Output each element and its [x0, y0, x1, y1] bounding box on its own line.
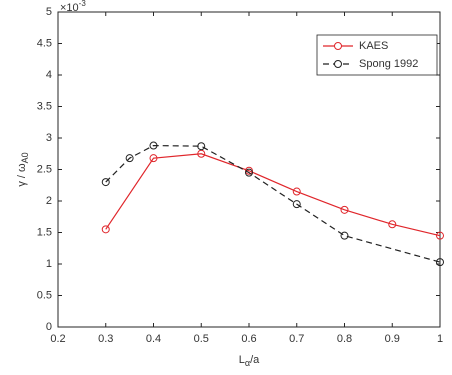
marker: [388, 220, 397, 229]
marker: [197, 149, 206, 158]
marker: [292, 187, 301, 196]
x-tick-label: 0.5: [194, 333, 209, 345]
legend-label: Spong 1992: [359, 58, 418, 70]
y-multiplier-exponent: -3: [79, 0, 87, 8]
x-tick-label: 0.6: [241, 333, 256, 345]
y-label-sub: A0: [20, 152, 30, 163]
marker: [245, 168, 253, 177]
marker: [292, 200, 301, 209]
legend-box: [316, 34, 438, 76]
y-tick-label: 0.5: [37, 289, 52, 301]
series-line: [105, 144, 441, 263]
marker: [101, 225, 110, 234]
legend-label: KAES: [359, 40, 388, 52]
x-tick-label: 0.7: [289, 333, 304, 345]
marker: [197, 142, 206, 151]
x-tick-label: 1: [437, 333, 443, 345]
x-tick-label: 0.9: [385, 333, 400, 345]
legend-marker: [334, 42, 342, 50]
y-tick-label: 4.5: [37, 37, 52, 49]
x-tick-label: 0.8: [337, 333, 352, 345]
x-label-rest: /a: [250, 354, 260, 366]
x-tick-label: 0.3: [98, 333, 113, 345]
x-label-sub: α: [245, 358, 250, 368]
y-tick-label: 3: [46, 132, 52, 144]
x-axis-label: Lα/a: [239, 354, 260, 368]
marker: [436, 258, 444, 267]
marker: [101, 178, 110, 187]
x-label-main: L: [239, 354, 245, 366]
y-tick-label: 2: [46, 195, 52, 207]
marker: [149, 141, 158, 150]
y-multiplier-base: ×10: [60, 2, 79, 14]
y-tick-label: 1: [46, 258, 52, 270]
marker: [340, 205, 349, 214]
y-multiplier: ×10-3: [60, 0, 86, 14]
marker: [149, 154, 158, 163]
y-tick-label: 5: [46, 6, 52, 18]
marker: [125, 154, 134, 163]
y-tick-label: 3.5: [37, 100, 52, 112]
x-tick-label: 0.2: [50, 333, 65, 345]
marker: [436, 231, 444, 240]
series-line: [105, 153, 441, 237]
x-tick-label: 0.4: [146, 333, 161, 345]
y-tick-label: 4: [46, 69, 52, 81]
y-tick-label: 0: [46, 321, 52, 333]
legend-marker: [334, 60, 342, 68]
marker: [340, 231, 349, 240]
y-label-main: γ / ω: [16, 163, 28, 187]
y-tick-label: 2.5: [37, 163, 52, 175]
y-axis-label: γ / ωA0: [16, 152, 30, 186]
y-tick-label: 1.5: [37, 226, 52, 238]
